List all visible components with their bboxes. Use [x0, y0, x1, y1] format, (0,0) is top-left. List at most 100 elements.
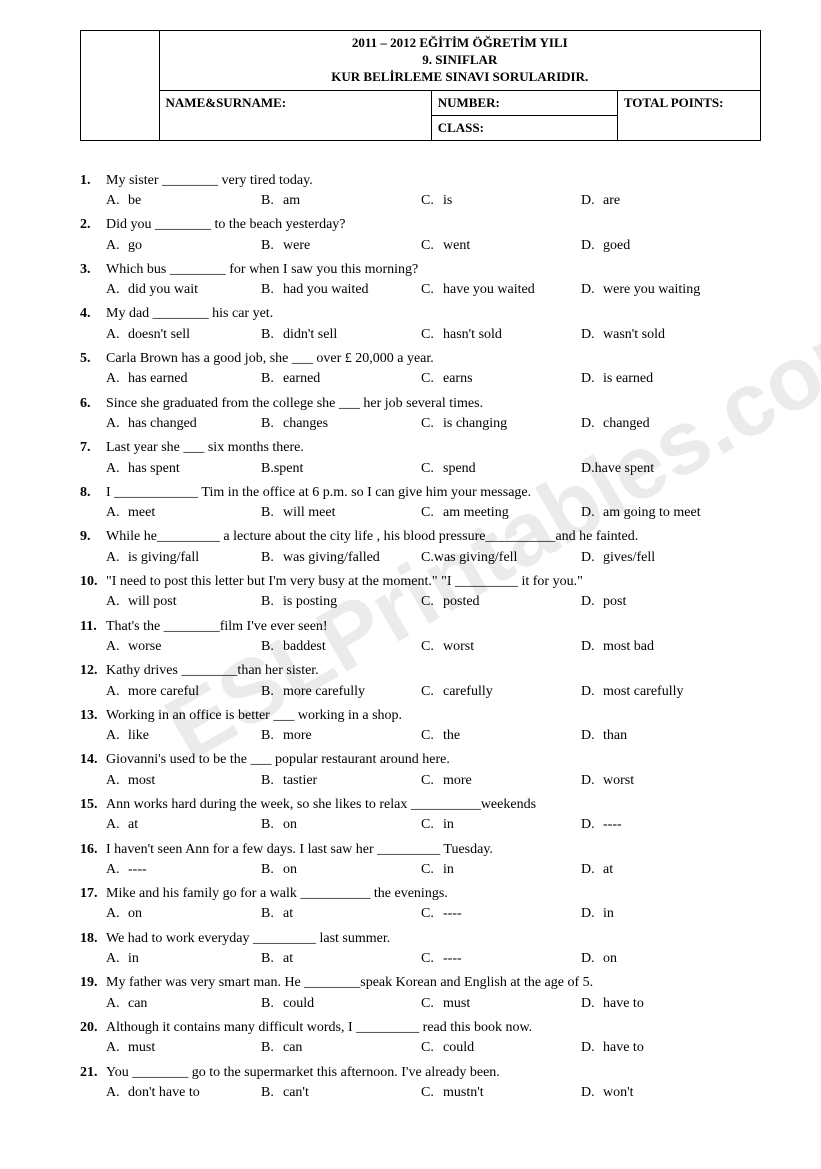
- choice-label: A.: [106, 771, 128, 791]
- question-item: 14.Giovanni's used to be the ___ popular…: [80, 750, 761, 791]
- choice-label: D.: [581, 994, 603, 1014]
- question-item: 8.I ____________ Tim in the office at 6 …: [80, 483, 761, 524]
- choice-c: C.must: [421, 994, 581, 1014]
- choice-text: on: [128, 904, 142, 924]
- choice-label: B.: [261, 771, 283, 791]
- question-number: 15.: [80, 795, 106, 815]
- choice-text: is earned: [603, 369, 653, 389]
- choice-text: at: [128, 815, 138, 835]
- choice-text: meet: [128, 503, 155, 523]
- choice-text: spend: [443, 459, 476, 479]
- question-stem: My dad ________ his car yet.: [106, 304, 761, 324]
- choice-label: D.: [581, 682, 603, 702]
- choice-label: D.: [581, 503, 603, 523]
- question-number: 7.: [80, 438, 106, 458]
- choice-c: C.is changing: [421, 414, 581, 434]
- question-number: 17.: [80, 884, 106, 904]
- choice-b: B.were: [261, 236, 421, 256]
- choice-label: B.: [261, 904, 283, 924]
- choice-text: worse: [128, 637, 161, 657]
- choice-label: D.: [581, 592, 603, 612]
- choice-label: D.: [581, 726, 603, 746]
- choice-d: D.have to: [581, 1038, 761, 1058]
- choice-label: C.: [421, 682, 443, 702]
- choice-label: C.: [421, 904, 443, 924]
- choice-text: gives/fell: [603, 548, 655, 568]
- choice-label: D.: [581, 414, 603, 434]
- question-item: 11.That's the ________film I've ever see…: [80, 617, 761, 658]
- question-item: 7.Last year she ___ six months there.A.h…: [80, 438, 761, 479]
- choice-text: has changed: [128, 414, 197, 434]
- question-choices: A.worseB.baddestC.worstD.most bad: [80, 637, 761, 657]
- choice-label: C.: [421, 771, 443, 791]
- choice-text: could: [283, 994, 314, 1014]
- question-item: 4.My dad ________ his car yet.A.doesn't …: [80, 304, 761, 345]
- choice-text: more careful: [128, 682, 199, 702]
- question-stem: Although it contains many difficult word…: [106, 1018, 761, 1038]
- choice-text: can't: [283, 1083, 309, 1103]
- question-item: 3.Which bus ________ for when I saw you …: [80, 260, 761, 301]
- choice-text: goed: [603, 236, 630, 256]
- choice-label: B.: [261, 191, 283, 211]
- question-choices: A.more carefulB.more carefullyC.carefull…: [80, 682, 761, 702]
- choice-label: C.: [421, 994, 443, 1014]
- choice-a: A.at: [106, 815, 261, 835]
- choice-b: B.tastier: [261, 771, 421, 791]
- choice-text: is posting: [283, 592, 337, 612]
- choice-text: go: [128, 236, 142, 256]
- question-choices: A.likeB.moreC.theD.than: [80, 726, 761, 746]
- question-item: 5.Carla Brown has a good job, she ___ ov…: [80, 349, 761, 390]
- choice-a: A.has earned: [106, 369, 261, 389]
- question-stem: You ________ go to the supermarket this …: [106, 1063, 761, 1083]
- choice-text: won't: [603, 1083, 634, 1103]
- choice-label: D.: [581, 191, 603, 211]
- choice-a: A.in: [106, 949, 261, 969]
- question-stem: Last year she ___ six months there.: [106, 438, 761, 458]
- choice-text: must: [128, 1038, 155, 1058]
- choice-a: A.like: [106, 726, 261, 746]
- choice-b: B.on: [261, 860, 421, 880]
- choice-text: hasn't sold: [443, 325, 502, 345]
- choice-text: am going to meet: [603, 503, 701, 523]
- question-item: 18.We had to work everyday _________ las…: [80, 929, 761, 970]
- question-choices: A.goB.wereC.wentD.goed: [80, 236, 761, 256]
- choice-label: D.: [581, 325, 603, 345]
- question-stem: Ann works hard during the week, so she l…: [106, 795, 761, 815]
- choice-label: A.: [106, 994, 128, 1014]
- choice-d: D.most carefully: [581, 682, 761, 702]
- choice-label: A.: [106, 548, 128, 568]
- question-stem: My father was very smart man. He _______…: [106, 973, 761, 993]
- choice-c: C.is: [421, 191, 581, 211]
- choice-text: have to: [603, 1038, 644, 1058]
- choice-text: D.have spent: [581, 459, 654, 479]
- question-number: 10.: [80, 572, 106, 592]
- choice-label: C.: [421, 369, 443, 389]
- choice-d: D.in: [581, 904, 761, 924]
- choice-text: earned: [283, 369, 320, 389]
- choice-text: went: [443, 236, 470, 256]
- question-choices: A.doesn't sellB.didn't sellC.hasn't sold…: [80, 325, 761, 345]
- choice-text: is giving/fall: [128, 548, 199, 568]
- question-item: 19.My father was very smart man. He ____…: [80, 973, 761, 1014]
- choice-d: D.wasn't sold: [581, 325, 761, 345]
- choice-label: C.: [421, 280, 443, 300]
- question-item: 9.While he_________ a lecture about the …: [80, 527, 761, 568]
- choice-text: on: [603, 949, 617, 969]
- choice-text: ----: [128, 860, 147, 880]
- choice-text: has earned: [128, 369, 187, 389]
- choice-c: C.----: [421, 949, 581, 969]
- choice-d: D.have to: [581, 994, 761, 1014]
- title-line2: 9. SINIFLAR: [166, 52, 754, 69]
- choice-label: C.: [421, 949, 443, 969]
- choice-label: C.: [421, 815, 443, 835]
- choice-b: B.will meet: [261, 503, 421, 523]
- question-item: 15.Ann works hard during the week, so sh…: [80, 795, 761, 836]
- choice-label: A.: [106, 949, 128, 969]
- choice-a: A.meet: [106, 503, 261, 523]
- choice-text: was giving/falled: [283, 548, 380, 568]
- choice-label: A.: [106, 592, 128, 612]
- choice-b: B.can: [261, 1038, 421, 1058]
- choice-label: C.: [421, 459, 443, 479]
- choice-text: earns: [443, 369, 473, 389]
- choice-text: than: [603, 726, 627, 746]
